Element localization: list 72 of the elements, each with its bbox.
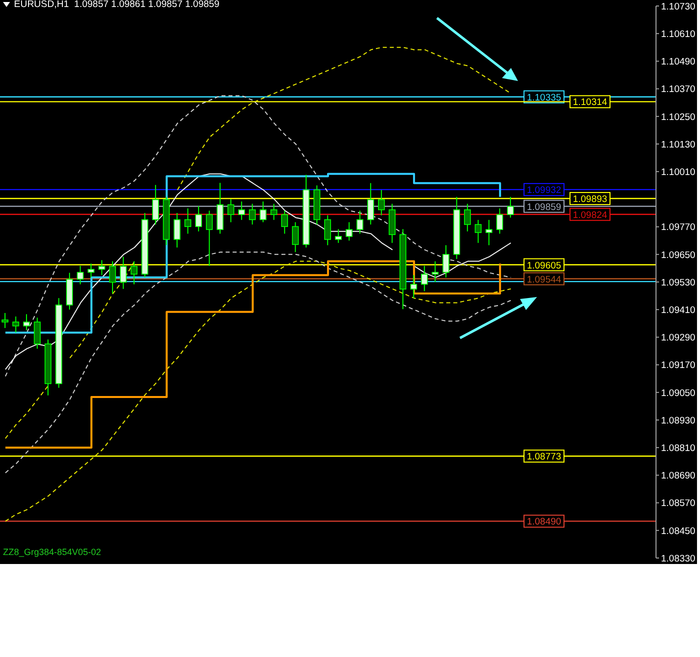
candlestick xyxy=(442,244,450,278)
candlestick xyxy=(109,260,116,294)
candlestick xyxy=(410,274,418,299)
candlestick xyxy=(474,219,482,244)
candlestick xyxy=(464,203,471,232)
candlestick xyxy=(130,260,138,285)
candlestick xyxy=(346,222,353,242)
ref-line-label: 1.08773 xyxy=(526,452,562,463)
candlestick xyxy=(334,228,342,244)
line-series xyxy=(4,252,512,474)
candlestick xyxy=(432,260,439,282)
ref-line-label: 1.09893 xyxy=(572,194,608,206)
y-tick-label: 1.08930 xyxy=(661,415,696,426)
candlestick xyxy=(76,265,84,285)
y-tick-label: 1.08570 xyxy=(661,498,696,510)
annotation: ZZ8_Grg384-854V05-02 xyxy=(3,547,102,557)
y-tick-label: 1.10610 xyxy=(661,28,696,40)
y-tick-label: 1.08690 xyxy=(661,470,696,482)
candlestick xyxy=(2,312,8,328)
candlestick xyxy=(270,203,278,220)
candlestick xyxy=(496,208,504,234)
candlestick xyxy=(281,210,288,234)
y-tick-label: 1.10010 xyxy=(661,166,696,178)
candlestick xyxy=(152,184,159,225)
y-tick-label: 1.10130 xyxy=(661,139,696,150)
y-tick-label: 1.09530 xyxy=(661,277,696,288)
candlestick xyxy=(421,265,428,292)
y-tick-label: 1.09770 xyxy=(661,222,696,234)
candlestick xyxy=(378,190,385,216)
candlestick xyxy=(507,196,514,218)
candlestick xyxy=(206,210,213,266)
y-tick-label: 1.10730 xyxy=(661,1,696,12)
y-tick-label: 1.09170 xyxy=(661,360,696,372)
ref-line-label: 1.09932 xyxy=(526,185,562,196)
candlestick xyxy=(23,314,30,331)
y-tick-label: 1.10250 xyxy=(661,112,696,123)
candlestick xyxy=(486,219,492,246)
candlestick xyxy=(260,201,266,223)
ref-line-label: 1.09605 xyxy=(526,260,562,272)
ref-line-label: 1.10314 xyxy=(572,97,608,108)
ref-line-label: 1.09824 xyxy=(572,210,608,221)
candlestick xyxy=(120,256,127,290)
candlestick xyxy=(227,198,234,223)
y-tick-label: 1.10370 xyxy=(661,84,696,96)
y-tick-label: 1.08450 xyxy=(661,526,696,537)
candlestick xyxy=(184,208,192,234)
candlestick xyxy=(356,210,364,234)
line-series xyxy=(4,260,512,522)
candlestick xyxy=(324,214,332,246)
candlestick xyxy=(98,260,106,276)
ref-line-label: 1.09544 xyxy=(526,274,562,286)
ref-line-label: 1.10335 xyxy=(526,92,562,104)
y-tick-label: 1.10490 xyxy=(661,56,696,68)
candlestick xyxy=(174,212,180,248)
y-tick-label: 1.09650 xyxy=(661,250,696,261)
candlestick xyxy=(238,201,245,220)
candlestick xyxy=(292,222,299,253)
candlestick xyxy=(367,182,374,225)
candlestick xyxy=(88,263,94,278)
y-tick-label: 1.08810 xyxy=(661,442,696,454)
candlestick xyxy=(12,316,20,334)
y-tick-label: 1.08330 xyxy=(661,553,696,564)
y-tick-label: 1.09050 xyxy=(661,388,696,399)
y-tick-label: 1.09410 xyxy=(661,304,696,316)
ref-line-label: 1.08490 xyxy=(526,516,562,528)
candlestick xyxy=(195,206,202,232)
line-series xyxy=(4,95,512,377)
chart-title: EURUSD,H1 1.09857 1.09861 1.09857 1.09859 xyxy=(14,0,220,10)
ref-line-label: 1.09859 xyxy=(526,202,562,213)
candlestick xyxy=(248,203,256,225)
candlestick xyxy=(34,317,41,350)
y-tick-label: 1.09290 xyxy=(661,332,696,344)
